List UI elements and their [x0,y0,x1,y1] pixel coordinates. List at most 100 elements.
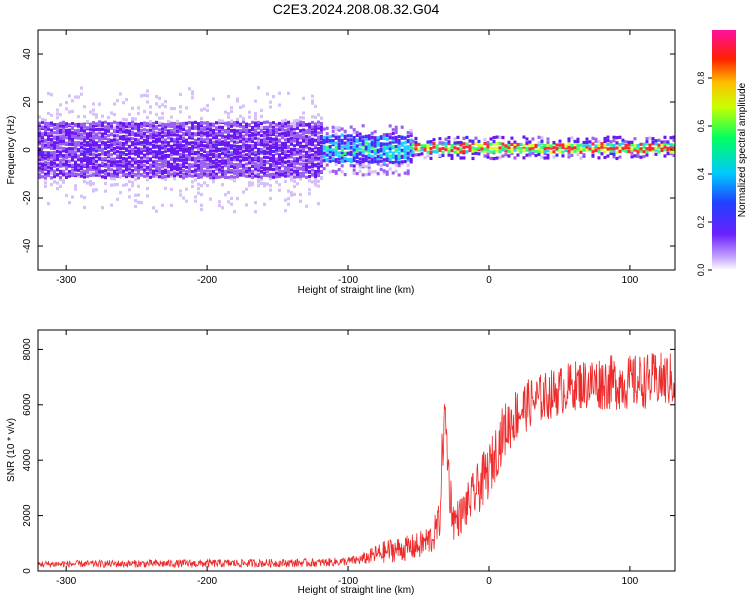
heatmap-cell [516,145,520,149]
heatmap-cell [212,165,215,169]
heatmap-cell [263,143,266,147]
heatmap-cell [603,150,607,154]
heatmap-cell [370,141,374,145]
heatmap-cell [185,157,188,162]
heatmap-cell [191,151,194,156]
heatmap-cell [248,174,251,178]
heatmap-cell [119,170,122,174]
heatmap-cell [296,147,299,152]
heatmap-cell [83,122,86,126]
heatmap-cell [636,143,640,148]
heatmap-cell [376,136,380,140]
heatmap-cell [308,146,311,151]
heatmap-cell [224,121,227,125]
heatmap-cell [293,135,296,139]
heatmap-cell [191,169,194,174]
heatmap-cell [325,149,329,153]
heatmap-cell [534,153,538,158]
heatmap-cell [86,147,89,152]
heatmap-cell [266,133,269,137]
heatmap-cell [197,159,200,163]
heatmap-cell [453,150,457,154]
heatmap-cell [182,121,185,126]
heatmap-cell [317,113,320,117]
heatmap-cell [299,144,302,149]
heatmap-cell [74,168,77,172]
heatmap-cell [62,124,65,128]
heatmap-cell [474,136,478,140]
heatmap-cell [564,144,568,148]
heatmap-cell [618,143,622,147]
heatmap-cell [59,150,62,154]
heatmap-cell [80,194,83,198]
heatmap-cell [302,159,305,163]
heatmap-cell [570,150,574,154]
heatmap-cell [119,163,122,167]
heatmap-cell [331,169,335,173]
heatmap-cell [131,106,134,110]
heatmap-cell [456,147,460,151]
heatmap-cell [624,143,628,148]
heatmap-cell [209,138,212,142]
heatmap-cell [260,125,263,130]
heatmap-cell [65,150,68,154]
heatmap-cell [352,149,356,154]
heatmap-cell [164,158,167,162]
heatmap-cell [59,152,62,156]
heatmap-cell [107,150,110,154]
heatmap-cell [182,127,185,132]
heatmap-cell [397,145,401,149]
heatmap-cell [200,143,203,148]
heatmap-cell [179,92,182,96]
heatmap-cell [269,188,272,192]
heatmap-cell [188,87,191,91]
heatmap-cell [373,144,377,148]
heatmap-cell [188,152,191,156]
heatmap-cell [128,155,131,160]
heatmap-cell [170,150,173,154]
heatmap-cell [340,138,344,142]
heatmap-cell [325,139,329,143]
heatmap-cell [206,141,209,145]
heatmap-cell [98,127,101,131]
heatmap-cell [158,105,161,109]
heatmap-cell [44,163,47,167]
heatmap-cell [504,144,508,148]
heatmap-cell [382,169,386,173]
heatmap-cell [254,162,257,166]
heatmap-cell [95,169,98,173]
heatmap-cell [254,133,257,137]
heatmap-cell [251,132,254,136]
heatmap-cell [305,162,308,167]
heatmap-cell [546,153,550,157]
heatmap-cell [311,127,314,131]
heatmap-cell [230,152,233,157]
heatmap-cell [47,169,50,173]
heatmap-cell [403,141,407,145]
heatmap-cell [513,140,517,144]
heatmap-cell [125,140,128,144]
heatmap-cell [272,164,275,168]
heatmap-cell [233,179,236,183]
heatmap-cell [242,116,245,121]
heatmap-cell [179,110,182,114]
heatmap-cell [224,153,227,157]
heatmap-cell [585,140,589,145]
heatmap-cell [143,163,146,167]
heatmap-cell [92,147,95,151]
heatmap-cell [293,147,296,152]
heatmap-cell [155,209,158,213]
heatmap-cell [314,127,317,131]
heatmap-cell [537,135,541,139]
heatmap-cell [355,138,359,142]
heatmap-cell [176,165,179,169]
heatmap-cell [320,160,323,165]
heatmap-cell [400,135,404,139]
heatmap-cell [331,148,335,152]
heatmap-cell [429,156,433,160]
heatmap-cell [50,162,53,167]
heatmap-cell [648,146,652,150]
heatmap-cell [260,121,263,126]
heatmap-cell [80,162,83,166]
heatmap-cell [287,170,290,174]
